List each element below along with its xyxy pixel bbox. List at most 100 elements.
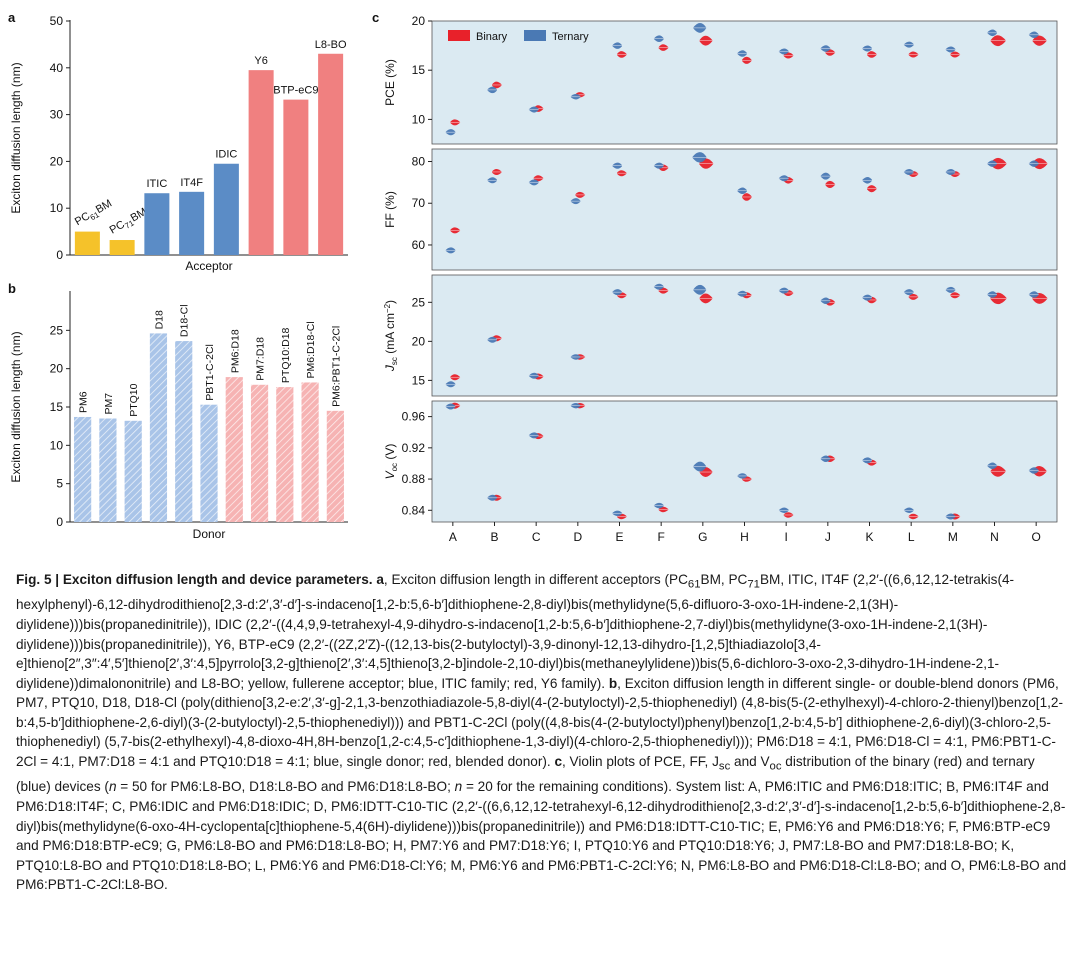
legend-ternary-label: Ternary [552,31,589,43]
panel-a-ytick-label: 20 [50,154,64,168]
panel-a-ytick-label: 0 [56,248,63,262]
caption-c-sub-oc: oc [769,760,782,773]
panel-c-ytick-label: 80 [412,155,426,169]
panel-b-bar-label: PM6:D18 [229,329,241,373]
legend-binary-swatch [448,30,470,41]
panel-c-xtick-label-J: J [825,530,831,544]
panel-a-bar-PC71BM [109,240,135,255]
legend-binary-label: Binary [476,31,508,43]
panel-c-xtick-label-I: I [784,530,787,544]
panel-b-bar-label: PM7 [103,393,115,415]
panel-a-bar-label: Y6 [254,55,267,67]
caption-c-text5: = 20 for the remaining conditions). Syst… [16,779,1067,893]
panel-b-ylabel: Exciton diffusion length (nm) [9,331,23,482]
caption-a-sub61: 61 [687,578,701,591]
panel-b-bar-label: PBT1-C-2Cl [204,344,216,401]
panel-c-ytick-label: 0.88 [402,472,426,486]
caption-c-text: , Violin plots of PCE, FF, J [562,754,719,770]
panel-c-xtick-label-L: L [908,530,915,544]
panel-c-xtick-label-E: E [615,530,623,544]
panel-a-ytick-label: 50 [50,14,64,28]
panel-c-subplot-bg [431,148,1058,271]
figure-caption: Fig. 5 | Exciton diffusion length and de… [16,570,1068,895]
panel-c-ytick-label: 0.84 [402,503,426,517]
panel-c-ytick-label: 20 [412,334,426,348]
panel-c-ylabel: Jsc (mA cm−2) [383,300,399,372]
panel-c-ylabel: FF (%) [383,191,397,228]
panel-b-bar-label: D18-Cl [179,304,191,337]
panel-c-xtick-label-B: B [490,530,498,544]
panel-b-bar-label: PM6 [78,391,90,413]
caption-a-rest: BM, ITIC, IT4F (2,2′-((6,6,12,12-tetraki… [16,572,1015,691]
panel-c-ytick-label: 15 [412,373,426,387]
panel-b-bar-D18 [149,333,168,522]
panel-b-ytick-label: 15 [50,400,64,414]
panel-c-xtick-label-O: O [1031,530,1040,544]
panel-b-xlabel: Donor [193,527,226,541]
panel-a-ytick-label: 10 [50,201,64,215]
panel-c-xtick-label-K: K [865,530,873,544]
panel-a-bar-Y6 [248,70,274,255]
panel-c-xtick-label-H: H [740,530,749,544]
panel-c-ytick-label: 10 [412,112,426,126]
panel-a-bar-BTP-eC9 [283,99,309,256]
panel-c-ytick-label: 70 [412,196,426,210]
caption-b-label: b [608,675,618,691]
caption-c-label: c [554,754,562,770]
panel-b-ytick-label: 25 [50,323,64,337]
panel-a-bar-L8-BO [318,53,344,256]
panel-a-bar-IT4F [179,191,205,255]
panel-c-legend: Binary Ternary [448,30,589,43]
caption-b-text: , Exciton diffusion length in different … [16,675,1063,770]
panel-b-bar-PTQ10:D18 [276,387,294,522]
panel-c-xtick-label-M: M [948,530,958,544]
panel-c-xtick-label-N: N [990,530,999,544]
caption-c-text2: and V [730,754,770,770]
panel-c-xtick-label-D: D [573,530,582,544]
caption-c-text4: = 50 for PM6:L8-BO, D18:L8-BO and PM6:D1… [116,779,455,795]
panel-b-ytick-label: 10 [50,438,64,452]
panel-b-bar-PM7 [99,418,117,522]
caption-c-sub-sc: sc [718,760,731,773]
panel-a-bar-label: ITIC [146,178,167,190]
caption-a-text: , Exciton diffusion length in different … [383,572,688,587]
panel-b-bar-PM6 [74,416,92,522]
panel-c-violin-plots: c 10 15 20 PCE (%) 60 70 80 FF (%) 15 20 25 Jsc (mA … [372,10,1058,544]
panel-c-subplot-bg [431,400,1058,523]
panel-b-ytick-label: 20 [50,362,64,376]
panel-a-bar-label: L8-BO [315,39,347,51]
panel-b-bar-PBT1-C-2Cl [200,404,218,522]
panel-b-bar-PM7:D18 [250,384,269,522]
caption-c-text3: distribution of the binary (red) and ter… [16,754,1035,795]
panel-a-label: a [8,10,16,25]
panel-b-bar-label: PM7:D18 [255,337,267,381]
panel-c-ylabel: PCE (%) [383,59,397,106]
panel-a-bar-label: PC71BM [108,206,150,238]
caption-a-text-bm: BM, PC [700,572,748,587]
panel-c-xtick-label-A: A [449,530,457,544]
panel-c-ytick-label: 0.92 [402,441,426,455]
panel-c-ytick-label: 20 [412,14,426,28]
caption-a-label: a [376,572,384,587]
legend-ternary-swatch [524,30,546,41]
panel-b-donor-bar-chart: b 0 5 10 15 20 25 PM6 PM7 PTQ10 D18 D18-Cl PBT1-C-2C… [8,281,348,541]
panel-b-ytick-label: 0 [56,515,63,529]
panel-a-ytick-label: 30 [50,108,64,122]
panel-b-bar-label: D18 [153,310,165,329]
panel-b-bar-PTQ10 [124,420,142,522]
panel-b-label: b [8,281,16,296]
panel-c-xtick-label-F: F [657,530,664,544]
panel-b-bar-PM6:D18-Cl [301,382,319,522]
panel-b-bar-label: PM6:PBT1-C-2Cl [330,326,342,407]
panel-a-bar-PC61BM [74,231,100,255]
caption-a-sub71: 71 [747,578,760,591]
panel-c-ytick-label: 15 [412,63,426,77]
panel-b-bar-PM6:D18 [225,377,243,522]
panel-c-label: c [372,10,379,25]
panel-a-ytick-label: 40 [50,61,64,75]
panel-c-ytick-label: 0.96 [402,410,426,424]
caption-c-n1: n [108,779,117,795]
panel-b-bar-D18-Cl [175,341,193,522]
